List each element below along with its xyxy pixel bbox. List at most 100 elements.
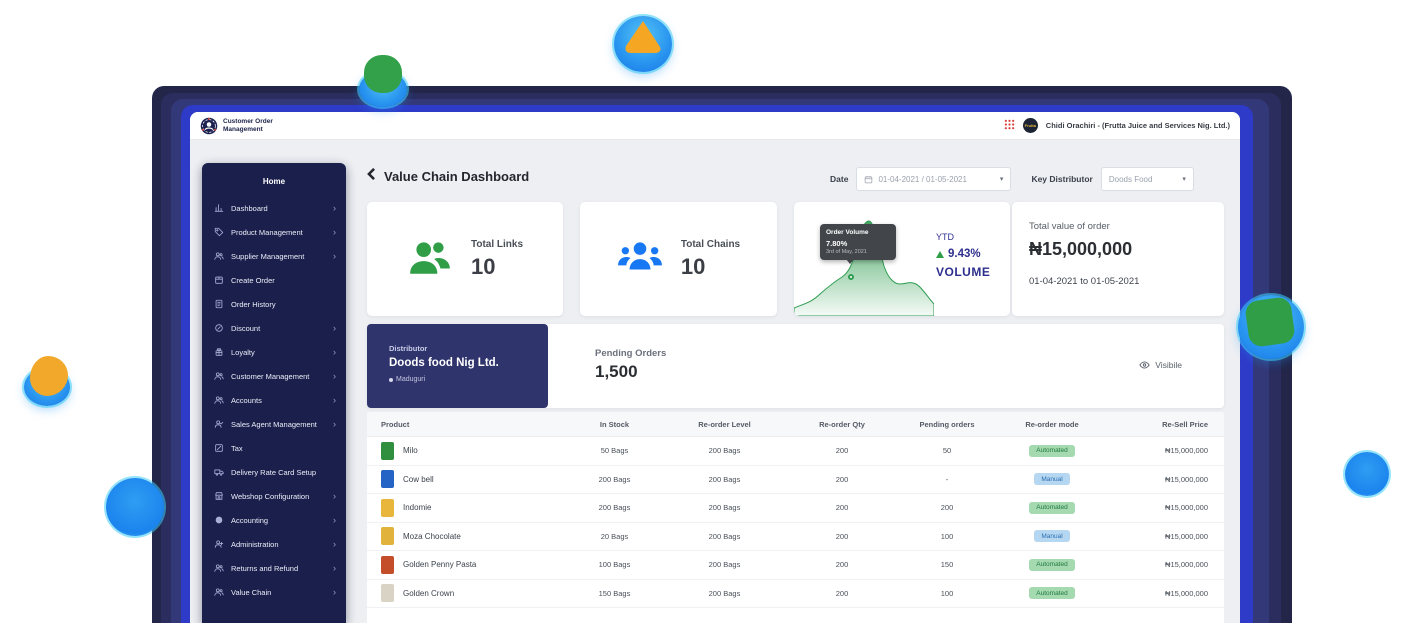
sidebar-item-label: Webshop Configuration <box>231 491 310 501</box>
user-name[interactable]: Chidi Orachiri - (Frutta Juice and Servi… <box>1045 121 1230 130</box>
sidebar-item-order-history[interactable]: Order History <box>202 292 346 316</box>
users-icon <box>214 395 224 405</box>
sidebar-item-label: Discount <box>231 323 261 333</box>
sidebar-item-label: Loyalty <box>231 347 255 357</box>
table-row-moza-chocolate[interactable]: Moza Chocolate 20 Bags 200 Bags 200 100 Manua… <box>367 522 1224 551</box>
page-title: Value Chain Dashboard <box>384 168 530 184</box>
reorder-level-value: 200 Bags <box>708 531 741 541</box>
sidebar-home-label[interactable]: Home <box>262 177 286 186</box>
sidebar-item-webshop-configuration[interactable]: Webshop Configuration › <box>202 484 346 508</box>
store-icon <box>214 491 224 501</box>
in-stock-value: 100 Bags <box>598 560 631 570</box>
distributor-select-value: Doods Food <box>1108 174 1153 184</box>
chevron-right-icon: › <box>333 514 336 525</box>
product-thumbnail <box>381 441 394 460</box>
sidebar-item-label: Dashboard <box>231 203 268 213</box>
in-stock-value: 150 Bags <box>598 588 631 598</box>
sidebar-item-dashboard[interactable]: Dashboard › <box>202 196 346 220</box>
chevron-right-icon: › <box>333 538 336 549</box>
decor-blob-green-right <box>1238 293 1308 363</box>
discount-icon <box>214 323 224 333</box>
table-row-golden-crown[interactable]: Golden Crown 150 Bags 200 Bags 200 100 Automa… <box>367 579 1224 608</box>
reorder-level-value: 200 Bags <box>708 474 741 484</box>
pending-orders-cell: 100 <box>940 588 954 598</box>
sidebar-item-create-order[interactable]: Create Order <box>202 268 346 292</box>
sidebar-item-label: Create Order <box>231 275 275 285</box>
sidebar-item-delivery-rate-card-setup[interactable]: Delivery Rate Card Setup <box>202 460 346 484</box>
table-row-golden-penny-pasta[interactable]: Golden Penny Pasta 100 Bags 200 Bags 200 150… <box>367 551 1224 580</box>
sidebar-item-returns-and-refund[interactable]: Returns and Refund › <box>202 556 346 580</box>
users-icon <box>214 563 224 573</box>
ytd-percent: 9.43% <box>948 248 981 260</box>
visible-toggle[interactable]: Visibile <box>1139 360 1182 370</box>
reorder-qty-value: 200 <box>835 560 849 570</box>
date-range-picker[interactable]: 01-04-2021 / 01-05-2021 ▾ <box>856 167 1012 191</box>
ytd-volume-card: Order Volume 7.80% 3rd of May, 2021 YTD … <box>794 202 1010 316</box>
sidebar-item-discount[interactable]: Discount › <box>202 316 346 340</box>
chains-group-icon <box>617 236 663 283</box>
tax-icon <box>214 443 224 453</box>
sidebar-item-label: Product Management <box>231 227 303 237</box>
column-header-re-order-level: Re-order Level <box>698 419 751 429</box>
table-row-indomie[interactable]: Indomie 200 Bags 200 Bags 200 200 Automated ₦1… <box>367 494 1224 523</box>
date-range-value: 01-04-2021 / 01-05-2021 <box>878 174 967 184</box>
back-chevron-icon[interactable] <box>367 167 376 185</box>
circle-icon <box>214 515 224 525</box>
column-header-in-stock: In Stock <box>599 419 630 429</box>
user-avatar[interactable]: Frutta <box>1022 118 1038 133</box>
reorder-qty-value: 200 <box>835 588 849 598</box>
sparkline-tooltip: Order Volume 7.80% 3rd of May, 2021 <box>820 224 896 264</box>
product-name: Indomie <box>403 503 432 513</box>
chevron-right-icon: › <box>333 370 336 381</box>
reorder-mode-badge: Automated <box>1029 558 1075 571</box>
total-value-amount: ₦15,000,000 <box>1029 239 1133 259</box>
chevron-right-icon: › <box>333 346 336 357</box>
sidebar-item-label: Administration <box>231 539 279 549</box>
sidebar-item-accounts[interactable]: Accounts › <box>202 388 346 412</box>
user-plus-icon <box>214 539 224 549</box>
app-logo-icon <box>200 117 218 134</box>
sidebar-item-accounting[interactable]: Accounting › <box>202 508 346 532</box>
app-window: Customer Order Management Frutta Chidi O… <box>190 112 1240 623</box>
sidebar-item-administration[interactable]: Administration › <box>202 532 346 556</box>
reorder-level-value: 200 Bags <box>708 588 741 598</box>
total-chains-card: Total Chains 10 <box>580 202 777 316</box>
sidebar-item-label: Accounting <box>231 515 269 525</box>
resell-price-value: ₦15,000,000 <box>1165 503 1208 513</box>
product-thumbnail <box>381 555 394 574</box>
sidebar-item-value-chain[interactable]: Value Chain › <box>202 580 346 604</box>
table-header-row: Product In Stock Re-order Level Re-order Qt… <box>367 412 1224 437</box>
sidebar-item-supplier-management[interactable]: Supplier Management › <box>202 244 346 268</box>
sidebar-item-customer-management[interactable]: Customer Management › <box>202 364 346 388</box>
sidebar-item-label: Supplier Management <box>231 251 305 261</box>
sidebar-item-label: Order History <box>231 299 276 309</box>
sidebar-item-sales-agent-management[interactable]: Sales Agent Management › <box>202 412 346 436</box>
distributor-banner: Distributor Doods food Nig Ltd. Maduguri… <box>367 324 1224 408</box>
chevron-right-icon: › <box>333 322 336 333</box>
reorder-level-value: 200 Bags <box>708 560 741 570</box>
chevron-right-icon: › <box>333 418 336 429</box>
product-name: Moza Chocolate <box>403 531 461 541</box>
resell-price-value: ₦15,000,000 <box>1165 560 1208 570</box>
tag-icon <box>214 227 224 237</box>
sidebar-item-product-management[interactable]: Product Management › <box>202 220 346 244</box>
total-chains-label: Total Chains <box>680 238 741 250</box>
resell-price-value: ₦15,000,000 <box>1165 446 1208 456</box>
pending-orders-cell: - <box>945 474 949 484</box>
product-name: Golden Crown <box>403 588 455 598</box>
table-row-cow-bell[interactable]: Cow bell 200 Bags 200 Bags 200 - Manual ₦15,00… <box>367 465 1224 494</box>
decor-blob-green-top <box>357 55 409 107</box>
users-icon <box>214 371 224 381</box>
sidebar: Home Dashboard › Product Management › Suppli… <box>202 163 346 623</box>
gift-icon <box>214 347 224 357</box>
sidebar-item-tax[interactable]: Tax <box>202 436 346 460</box>
sidebar-item-loyalty[interactable]: Loyalty › <box>202 340 346 364</box>
distributor-select[interactable]: Doods Food ▾ <box>1100 167 1194 191</box>
decor-blob-orange-triangle <box>612 12 674 74</box>
total-order-value-card: Total value of order ₦15,000,000 01-04-2… <box>1012 202 1224 316</box>
chevron-right-icon: › <box>333 226 336 237</box>
pending-orders-cell: 50 <box>942 446 952 456</box>
table-row-milo[interactable]: Milo 50 Bags 200 Bags 200 50 Automated ₦15,000… <box>367 437 1224 466</box>
apps-grid-icon[interactable] <box>1004 117 1015 135</box>
pending-orders-cell: 100 <box>940 531 954 541</box>
